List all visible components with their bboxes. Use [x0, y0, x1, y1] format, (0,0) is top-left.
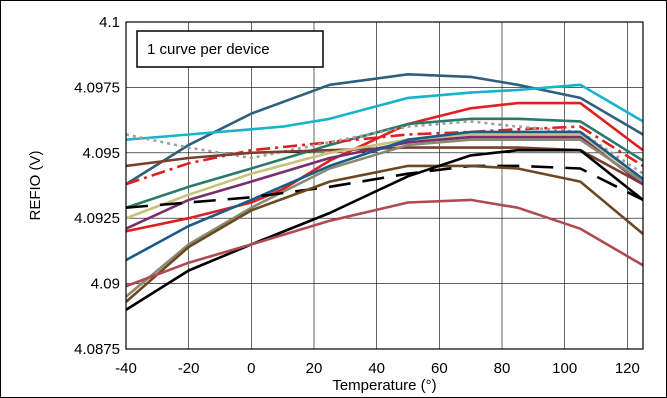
x-tick-label: 40	[368, 360, 385, 377]
series-line-13	[125, 164, 644, 303]
x-tick-labels: -40 -20 0 20 40 60 80 100 120	[115, 360, 640, 377]
annotation-box: 1 curve per device	[136, 30, 324, 68]
series-group	[125, 73, 644, 311]
y-tick-label: 4.0975	[74, 79, 120, 96]
x-tick-label: 120	[615, 360, 640, 377]
x-tick-label: -20	[178, 360, 200, 377]
series-line-3	[125, 101, 644, 233]
x-tick-label: 80	[494, 360, 511, 377]
x-tick-label: 60	[431, 360, 448, 377]
x-tick-label: 20	[306, 360, 323, 377]
series-line-4	[125, 117, 644, 209]
series-line-12	[125, 164, 644, 209]
x-tick-label: 0	[247, 360, 255, 377]
series-line-11	[125, 138, 644, 298]
annotation-frame	[136, 30, 324, 68]
series-line-5	[125, 125, 644, 186]
series-line-6	[125, 120, 644, 175]
y-axis-label: REFIO (V)	[27, 150, 44, 220]
y-tick-label: 4.095	[82, 145, 120, 162]
series-line-15	[125, 198, 644, 288]
y-tick-labels: 4.0875 4.09 4.0925 4.095 4.0975 4.1	[74, 14, 120, 358]
series-line-9	[125, 135, 644, 230]
y-tick-label: 4.1	[99, 14, 120, 31]
x-axis-label: Temperature (°)	[332, 377, 436, 394]
plot-border	[125, 21, 644, 350]
y-tick-label: 4.09	[91, 276, 120, 293]
series-line-1	[125, 73, 644, 186]
series-line-2	[125, 83, 644, 141]
x-tick-label: 100	[552, 360, 577, 377]
series-line-10	[125, 130, 644, 262]
x-tick-label: -40	[115, 360, 137, 377]
y-tick-label: 4.0925	[74, 210, 120, 227]
annotation-text: 1 curve per device	[147, 41, 270, 58]
series-line-14	[125, 148, 644, 311]
y-tick-label: 4.0875	[74, 341, 120, 358]
